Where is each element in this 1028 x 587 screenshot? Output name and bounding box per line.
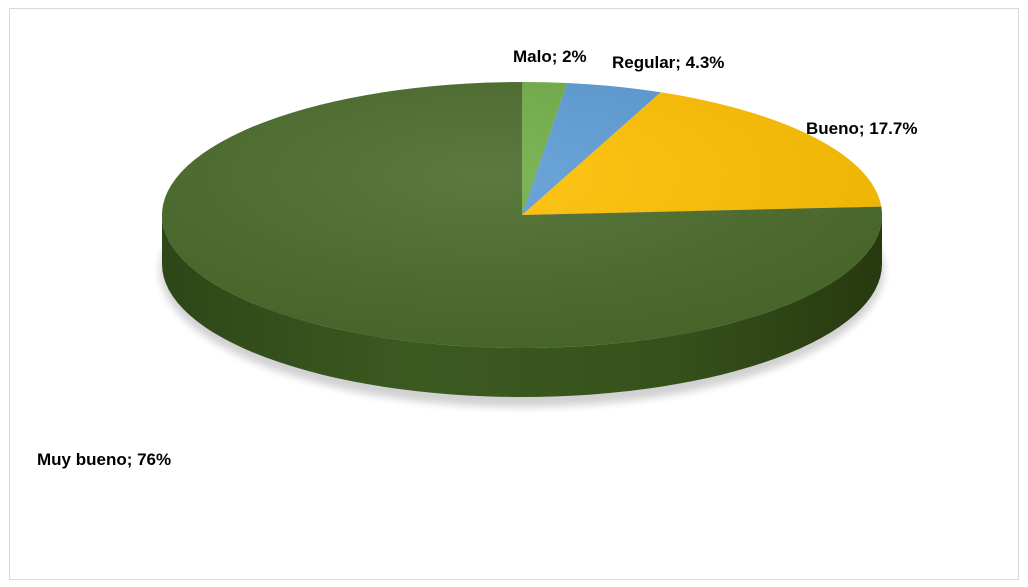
data-label-0: Malo; 2% (513, 47, 587, 66)
pie-top-shading (162, 82, 882, 348)
data-label-2: Bueno; 17.7% (806, 119, 917, 138)
pie-slice-side-3 (162, 215, 882, 397)
data-label-1: Regular; 4.3% (612, 53, 724, 72)
data-label-3: Muy bueno; 76% (37, 450, 171, 469)
